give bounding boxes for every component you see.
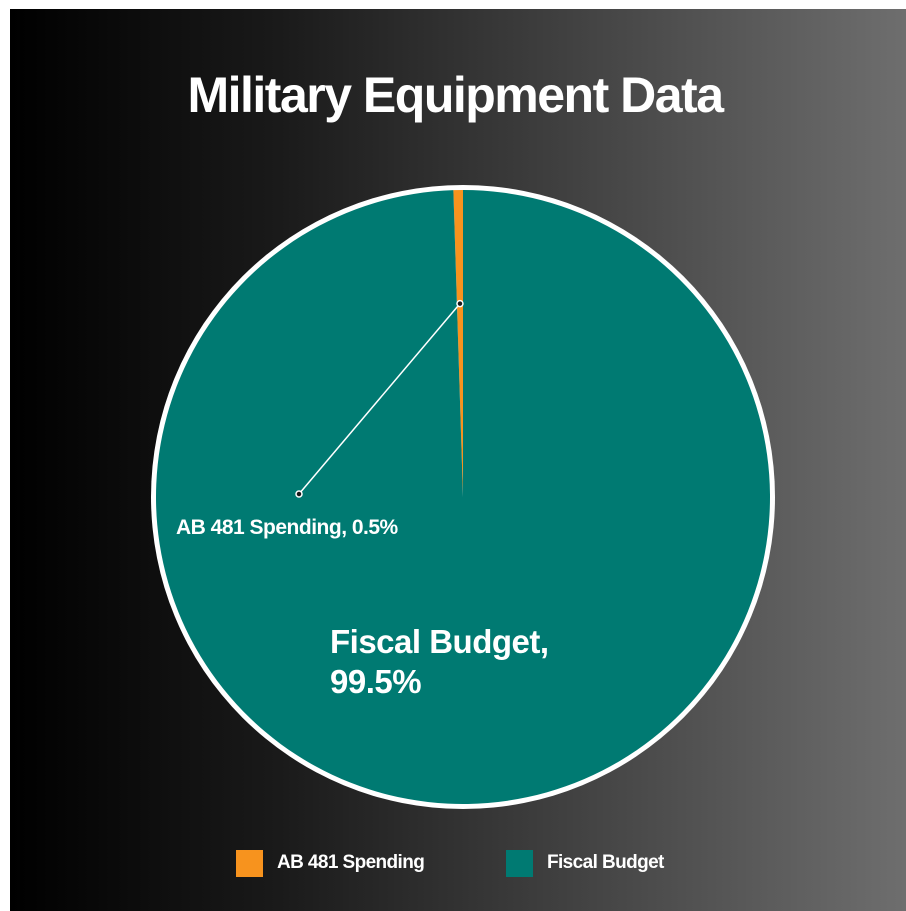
slice-label-fiscal-budget-name: Fiscal Budget,: [330, 623, 549, 660]
legend-swatch-fiscal-budget: [506, 849, 533, 877]
legend-swatch-ab481: [236, 849, 263, 877]
leader-dot-start: [456, 299, 464, 308]
pie-slice-ab481[interactable]: [453, 190, 463, 497]
slice-label-fiscal-budget-value: 99.5%: [330, 663, 422, 700]
legend: AB 481 Spending Fiscal Budget: [0, 846, 906, 880]
pie-slice-fiscal-budget[interactable]: [156, 190, 771, 804]
leader-line-ab481: [298, 303, 461, 495]
legend-label-ab481: AB 481 Spending: [277, 852, 425, 873]
chart-title: Military Equipment Data: [187, 67, 724, 123]
slice-label-ab481: AB 481 Spending, 0.5%: [176, 516, 398, 539]
legend-item-ab481[interactable]: AB 481 Spending: [236, 846, 425, 880]
legend-label-fiscal-budget: Fiscal Budget: [547, 852, 664, 873]
leader-dot-end: [295, 490, 303, 498]
legend-item-fiscal-budget[interactable]: Fiscal Budget: [506, 846, 664, 880]
slice-label-fiscal-budget: Fiscal Budget, 99.5%: [330, 622, 549, 702]
